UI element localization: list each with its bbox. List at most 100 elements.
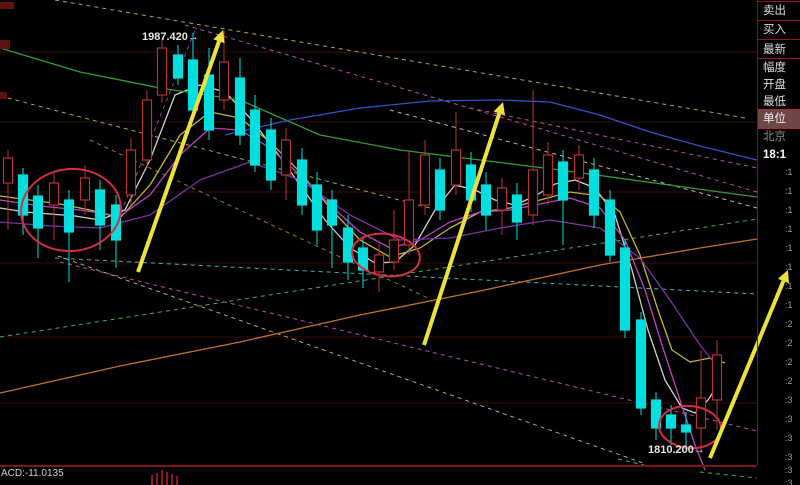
- candle-bull: [373, 254, 385, 273]
- candle-bear: [94, 189, 106, 226]
- price-axis-fragment: :2: [785, 357, 793, 367]
- panel-row-separator: [757, 58, 800, 59]
- candle-bear: [480, 184, 492, 216]
- quote-row-开盘: 开盘: [763, 79, 786, 91]
- candle-bear: [588, 169, 600, 216]
- price-axis-fragment: :2: [785, 338, 793, 348]
- candle-bear: [650, 399, 662, 429]
- candle-bear: [357, 247, 369, 271]
- candle-bull: [573, 154, 585, 179]
- candle-bull: [450, 149, 462, 186]
- ma-purple-line: [0, 161, 721, 371]
- candle-bull: [48, 182, 60, 206]
- candle-bull: [711, 354, 723, 401]
- steep-dotted-dashed-line: [57, 255, 644, 464]
- candle-bear: [17, 174, 29, 216]
- price-axis-fragment: :3: [785, 395, 793, 405]
- high-price-label: 1987.420→: [142, 31, 199, 43]
- price-axis-fragment: :3: [785, 452, 793, 462]
- price-axis-fragment: :2: [785, 376, 793, 386]
- circle-mid-annotation: [351, 232, 421, 278]
- city-label: 北京: [763, 131, 786, 143]
- panel-row-separator: [757, 1, 800, 2]
- candle-bear: [326, 199, 338, 226]
- price-axis-fragment: :1: [785, 186, 793, 196]
- time-label: 18:1: [763, 149, 787, 161]
- ma-yellow-line: [0, 111, 726, 364]
- candle-bull: [125, 149, 137, 196]
- candle-bull: [2, 157, 14, 184]
- ma-fast-white-line: [0, 84, 721, 414]
- panel-row-separator: [757, 20, 800, 21]
- arrow-1-shaft: [136, 40, 221, 273]
- unit-button[interactable]: 单位: [758, 109, 800, 129]
- arrow-3-shaft: [708, 280, 786, 459]
- quote-row-卖出: 卖出: [763, 5, 786, 17]
- candle-bear: [249, 109, 261, 166]
- candle-bear: [680, 424, 692, 433]
- quote-row-幅度: 幅度: [763, 62, 786, 74]
- candle-bear: [234, 77, 246, 136]
- channel-yellow-low-dashed-line: [0, 95, 431, 209]
- arrow-3-head: [777, 270, 789, 284]
- macd-axis-fragment: :3: [785, 465, 793, 475]
- candle-bear: [665, 414, 677, 429]
- candle-bull: [388, 239, 400, 263]
- panel-border-line: [757, 0, 758, 465]
- price-axis-fragment: :1: [785, 300, 793, 310]
- edge-clipped-candle: [0, 2, 14, 9]
- candle-bull: [403, 199, 415, 246]
- macd-cyan-dash-dashed-line: [617, 458, 649, 467]
- candle-bear: [342, 227, 354, 263]
- support-cyan-dashed-line: [54, 257, 758, 295]
- candle-bear: [311, 184, 323, 231]
- price-axis-fragment: :1: [785, 243, 793, 253]
- candle-bear: [511, 194, 523, 223]
- arrow-1-head: [213, 30, 225, 44]
- arrow-2-head: [493, 102, 505, 116]
- candle-bull: [79, 177, 91, 201]
- low-price-label: 1810.200→: [648, 444, 705, 456]
- price-axis-fragment: :3: [785, 414, 793, 424]
- candle-bull: [156, 47, 168, 96]
- candle-bear: [172, 54, 184, 79]
- candle-bear: [265, 129, 277, 181]
- price-axis-fragment: :1: [785, 167, 793, 177]
- price-axis-fragment: :1: [785, 205, 793, 215]
- macd-axis-fragment: :3: [785, 478, 793, 485]
- candle-bull: [141, 99, 153, 161]
- trend-orange-line: [0, 238, 758, 394]
- candle-bull: [280, 139, 292, 176]
- ray-dim-yellow-dashed-line: [89, 139, 429, 299]
- channel-magenta-2-dashed-line: [469, 107, 758, 169]
- candle-bear: [604, 199, 616, 256]
- price-axis-fragment: :1: [785, 224, 793, 234]
- ma-blue-line: [224, 99, 758, 161]
- macd-value-label: ACD:-11.0135: [1, 468, 64, 479]
- quote-row-买入: 买入: [763, 24, 786, 36]
- candle-bull: [542, 154, 554, 196]
- candle-bear: [635, 319, 647, 409]
- arrow-2-shaft: [422, 112, 502, 346]
- candle-bull: [695, 397, 707, 429]
- price-axis-fragment: :1: [785, 281, 793, 291]
- quote-row-最低: 最低: [763, 96, 786, 108]
- candle-bull: [496, 187, 508, 211]
- price-axis-fragment: :2: [785, 319, 793, 329]
- price-axis-fragment: :1: [785, 262, 793, 272]
- price-axis-fragment: :3: [785, 433, 793, 443]
- candle-bear: [434, 169, 446, 211]
- candle-bear: [296, 159, 308, 206]
- quote-row-最新: 最新: [763, 44, 786, 56]
- candle-bear: [110, 204, 122, 241]
- circle-left-annotation: [20, 167, 122, 253]
- candle-bull: [527, 169, 539, 216]
- candle-bear: [557, 161, 569, 201]
- candle-bear: [63, 199, 75, 233]
- candle-bull: [419, 154, 431, 206]
- candle-bear: [32, 195, 44, 229]
- edge-clipped-candle: [0, 40, 10, 49]
- panel-row-separator: [757, 39, 800, 40]
